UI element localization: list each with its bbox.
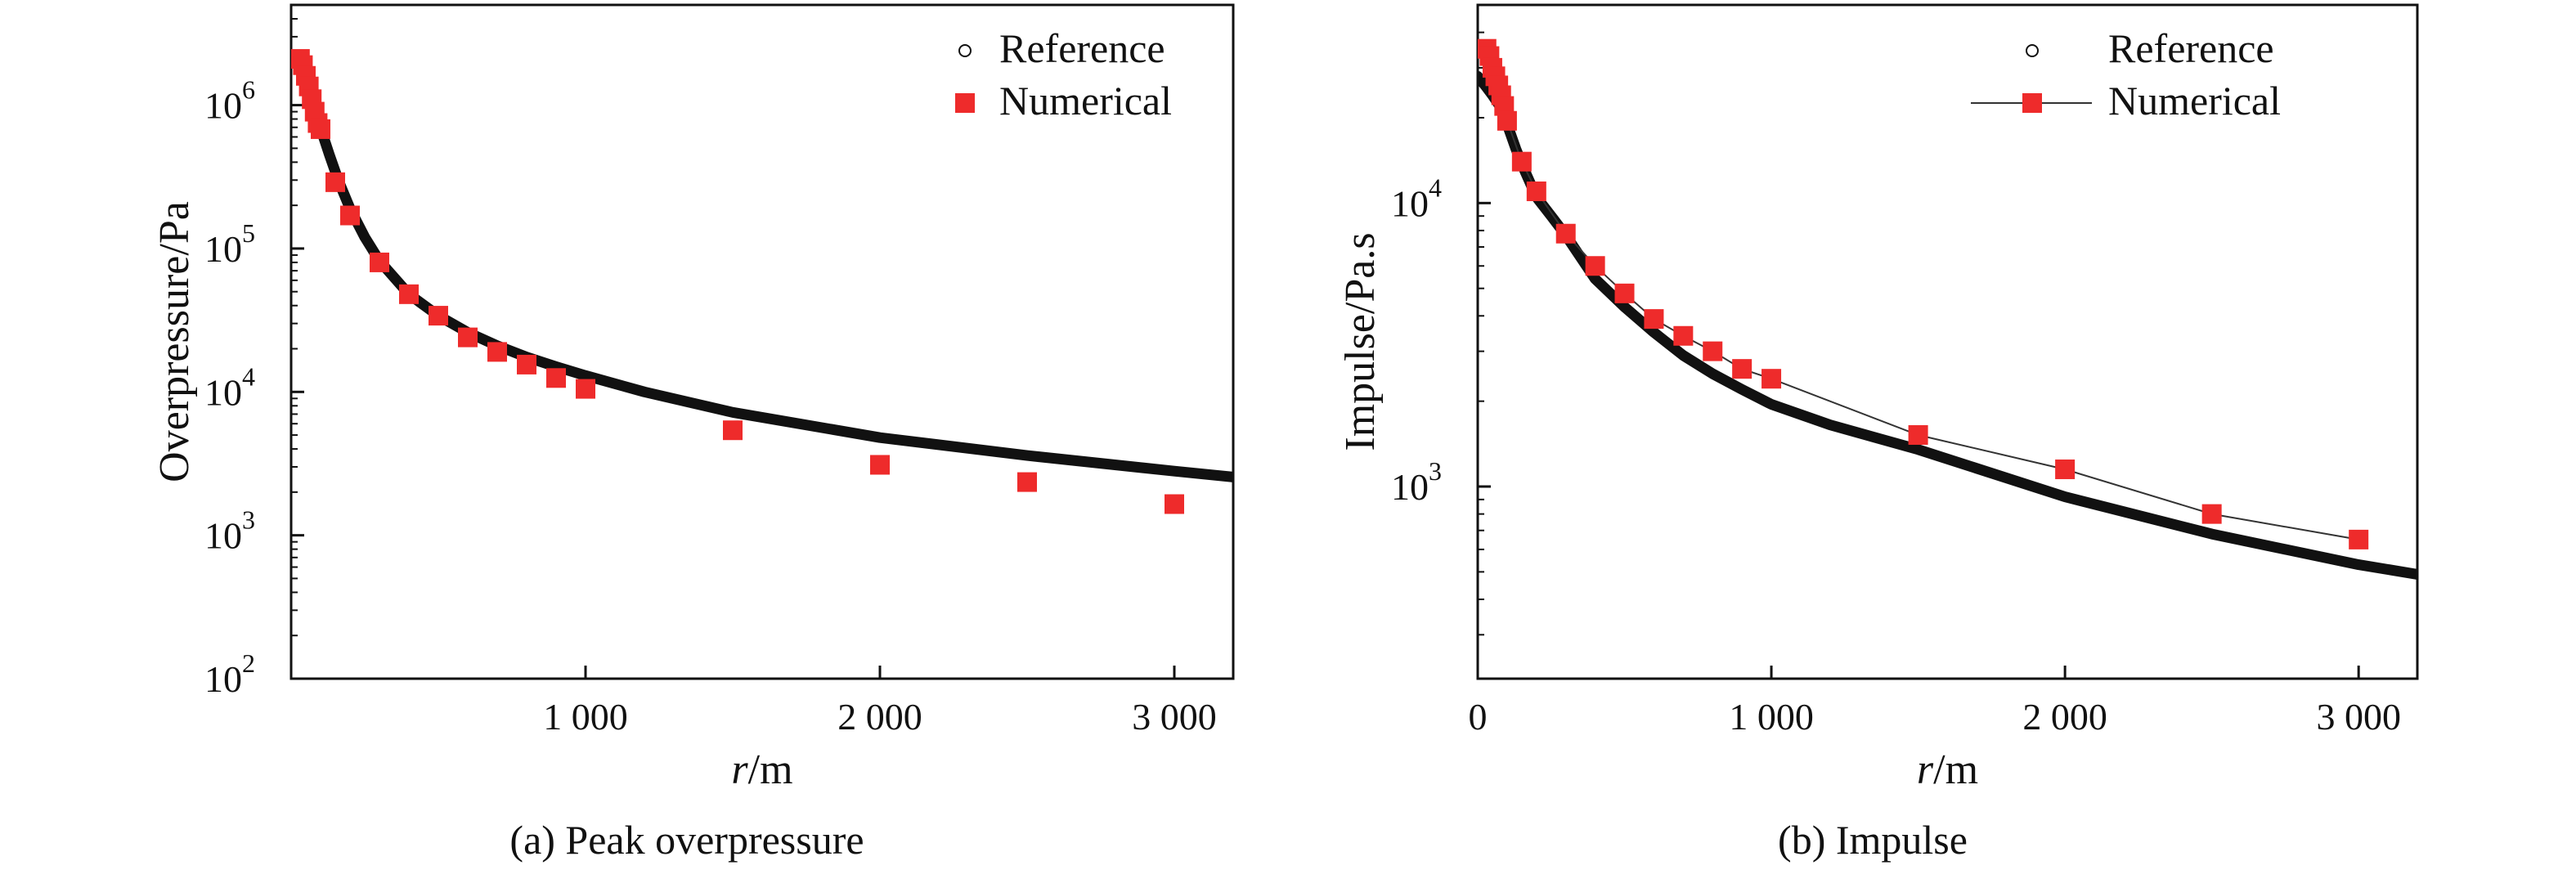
y-tick-label: 103 — [1391, 456, 1442, 508]
numerical-point — [1511, 151, 1532, 172]
reference-curve — [1478, 70, 2417, 580]
numerical-point — [487, 342, 507, 362]
numerical-point — [429, 306, 448, 326]
numerical-point — [723, 420, 743, 441]
numerical-point — [1526, 181, 1546, 201]
numerical-point — [458, 327, 478, 348]
y-tick-label: 106 — [204, 75, 255, 127]
plot-area — [1478, 38, 2417, 580]
panel-caption: (a) Peak overpressure — [509, 817, 864, 863]
plot-frame — [1476, 3, 2419, 680]
numerical-point — [2349, 529, 2369, 549]
numerical-point — [325, 172, 345, 192]
numerical-point — [546, 368, 566, 388]
legend-reference-marker — [2026, 44, 2039, 57]
y-axis-label: Overpressure/Pa — [151, 201, 198, 482]
numerical-point — [1673, 325, 1694, 346]
legend-numerical-marker — [2022, 93, 2042, 113]
x-axis-label: r/m — [1917, 747, 1978, 793]
numerical-point — [1165, 494, 1184, 514]
numerical-point — [370, 252, 389, 272]
legend-reference-marker — [958, 44, 972, 57]
numerical-point — [1497, 110, 1517, 131]
numerical-point — [1908, 424, 1928, 445]
y-tick-label: 104 — [1391, 173, 1442, 224]
plot-area — [291, 49, 1233, 514]
numerical-point — [517, 354, 536, 374]
x-tick-label: 3 000 — [1132, 696, 1217, 738]
panel-caption: (b) Impulse — [1778, 817, 1968, 863]
legend-numerical-marker — [955, 93, 975, 113]
x-tick-label: 0 — [1469, 696, 1488, 738]
numerical-point — [1614, 283, 1635, 303]
legend-reference-label: Reference — [999, 25, 1165, 71]
x-tick-label: 2 000 — [2022, 696, 2107, 738]
numerical-point — [311, 119, 330, 139]
y-tick-label: 105 — [204, 218, 255, 270]
numerical-point — [1644, 309, 1664, 330]
panel-a-peak-overpressure: 1 000 2 000 3 000 102 103 104 105 106 Overpressu… — [151, 3, 1235, 863]
plot-frame — [289, 3, 1235, 680]
x-tick-label: 3 000 — [2316, 696, 2401, 738]
numerical-point — [2055, 459, 2076, 479]
legend-reference-label: Reference — [2108, 25, 2274, 71]
numerical-point — [399, 284, 419, 304]
numerical-point — [1761, 369, 1782, 389]
y-tick-label: 104 — [204, 361, 255, 413]
x-axis-label: r/m — [731, 747, 792, 793]
y-axis-label: Impulse/Pa.s — [1337, 232, 1384, 451]
x-tick-label: 1 000 — [1729, 696, 1814, 738]
numerical-point — [2201, 504, 2222, 524]
numerical-point — [1017, 472, 1037, 492]
y-tick-label: 103 — [204, 505, 255, 557]
numerical-point — [1732, 359, 1752, 379]
numerical-point — [1585, 256, 1605, 276]
numerical-point — [1555, 223, 1576, 244]
numerical-point — [340, 205, 360, 226]
numerical-point — [576, 379, 595, 399]
reference-curve — [294, 56, 1233, 482]
numerical-point — [1703, 341, 1723, 361]
legend-numerical-label: Numerical — [999, 78, 1172, 123]
x-tick-label: 2 000 — [837, 696, 922, 738]
numerical-point — [870, 455, 890, 475]
legend-numerical-label: Numerical — [2108, 78, 2281, 123]
x-tick-label: 1 000 — [543, 696, 628, 738]
numerical-point — [1494, 96, 1515, 116]
y-tick-label: 102 — [204, 648, 255, 700]
